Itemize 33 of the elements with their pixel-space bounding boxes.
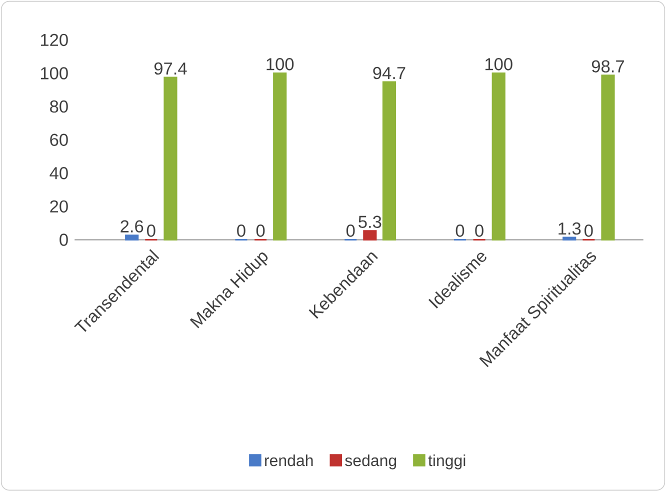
bar <box>492 72 506 241</box>
data-label: 2.6 <box>120 220 144 233</box>
data-label: 94.7 <box>373 67 406 80</box>
data-label: 5.3 <box>358 216 382 228</box>
legend-label: tinggi <box>428 454 466 470</box>
data-label: 98.7 <box>592 60 624 73</box>
y-tick-label: 120 <box>40 34 68 46</box>
data-label: 0 <box>475 224 484 238</box>
data-label: 0 <box>147 224 156 238</box>
y-tick-label: 40 <box>50 167 68 180</box>
data-label: 0 <box>584 224 593 238</box>
y-tick-label: 60 <box>50 134 68 146</box>
data-label: 100 <box>266 58 294 71</box>
data-label: 1.3 <box>558 222 581 235</box>
bar <box>363 230 377 241</box>
data-label: 0 <box>237 224 246 238</box>
bar <box>273 72 287 241</box>
legend-label: sedang <box>345 454 396 470</box>
data-label: 0 <box>346 224 355 238</box>
y-tick-label: 20 <box>50 200 68 213</box>
y-tick-label: 80 <box>50 100 68 113</box>
bar <box>601 74 615 241</box>
bar <box>562 237 576 241</box>
bar <box>164 77 178 241</box>
legend-label: rendah <box>265 454 313 466</box>
data-label: 97.4 <box>154 62 187 75</box>
data-label: 100 <box>485 58 512 71</box>
data-label: 0 <box>256 224 265 238</box>
bar <box>382 82 396 241</box>
y-tick-label: 100 <box>40 67 68 80</box>
data-label: 0 <box>456 224 464 238</box>
bar <box>125 234 139 241</box>
y-tick-label: 0 <box>60 234 68 246</box>
